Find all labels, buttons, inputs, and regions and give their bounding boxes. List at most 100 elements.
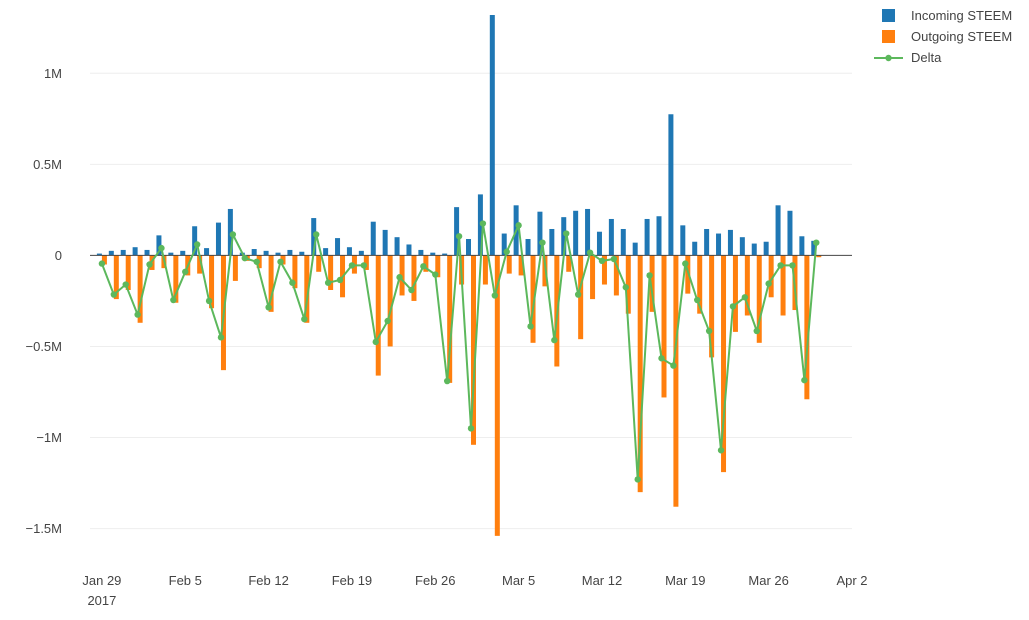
incoming-bar: [656, 216, 662, 256]
delta-point: [98, 260, 106, 267]
outgoing-bar: [732, 255, 738, 332]
legend-item-incoming[interactable]: Incoming STEEM: [882, 8, 1012, 23]
incoming-bar: [596, 231, 602, 256]
delta-point: [146, 261, 153, 268]
legend-swatch-incoming: [882, 9, 895, 22]
legend-swatch-outgoing: [882, 30, 895, 43]
incoming-bar: [525, 239, 531, 256]
delta-point: [479, 220, 487, 227]
delta-point: [110, 291, 118, 298]
x-tick-label: Mar 19: [665, 573, 705, 588]
outgoing-bar: [328, 255, 334, 290]
outgoing-bar: [661, 255, 667, 398]
incoming-bar: [608, 218, 614, 256]
delta-point: [384, 317, 391, 325]
outgoing-bar: [816, 255, 822, 258]
incoming-bar: [489, 15, 495, 256]
delta-point: [360, 262, 368, 269]
outgoing-bar: [101, 255, 107, 265]
incoming-bar: [406, 244, 412, 256]
y-axis: 1M 0.5M 0 −0.5M −1M −1.5M: [26, 66, 63, 536]
legend-label-outgoing: Outgoing STEEM: [911, 29, 1012, 44]
delta-point: [622, 284, 629, 291]
incoming-bar: [323, 248, 329, 256]
incoming-bar: [573, 210, 579, 256]
incoming-bar: [120, 249, 126, 256]
x-tick-label: Apr 2: [836, 573, 867, 588]
legend[interactable]: Incoming STEEM Outgoing STEEM Delta: [874, 8, 1012, 65]
x-tick-label: Mar 26: [748, 573, 788, 588]
delta-point: [217, 334, 225, 341]
incoming-bar: [370, 221, 376, 256]
incoming-bar: [180, 250, 186, 256]
incoming-bar: [275, 252, 281, 256]
delta-line: [98, 220, 820, 483]
incoming-bar: [156, 235, 162, 256]
incoming-bar: [799, 236, 805, 256]
delta-point: [313, 231, 320, 238]
outgoing-bar: [566, 255, 572, 272]
delta-point: [515, 222, 522, 229]
outgoing-bar: [625, 255, 631, 314]
delta-point: [610, 255, 618, 263]
outgoing-bar: [435, 255, 441, 278]
outgoing-steem-bars: [101, 255, 822, 536]
y-tick-label: −0.5M: [26, 339, 63, 354]
incoming-bar: [561, 217, 567, 256]
delta-point: [467, 425, 475, 432]
outgoing-bar: [685, 255, 691, 294]
incoming-bar: [454, 207, 460, 256]
legend-label-incoming: Incoming STEEM: [911, 8, 1012, 23]
outgoing-bar: [673, 255, 679, 507]
incoming-bar: [335, 238, 341, 256]
incoming-bar: [311, 218, 317, 256]
outgoing-bar: [506, 255, 512, 274]
incoming-bar: [382, 229, 388, 256]
incoming-bar: [358, 250, 364, 256]
legend-label-delta: Delta: [911, 50, 942, 65]
delta-point: [563, 230, 570, 237]
delta-point: [170, 296, 177, 304]
outgoing-bar: [613, 255, 619, 296]
outgoing-bar: [709, 255, 715, 358]
x-tick-label: Feb 19: [332, 573, 372, 588]
y-tick-label: 0.5M: [33, 157, 62, 172]
delta-point: [753, 327, 760, 335]
delta-point: [372, 338, 379, 346]
x-tick-label: Feb 5: [169, 573, 202, 588]
incoming-bar: [751, 243, 757, 256]
outgoing-bar: [316, 255, 322, 272]
outgoing-bar: [768, 255, 774, 298]
outgoing-bar: [482, 255, 488, 285]
delta-point: [646, 272, 653, 279]
outgoing-bar: [804, 255, 810, 400]
delta-point: [634, 476, 641, 483]
legend-item-delta[interactable]: Delta: [874, 50, 942, 65]
outgoing-bar: [173, 255, 179, 303]
delta-point: [729, 303, 737, 310]
legend-item-outgoing[interactable]: Outgoing STEEM: [882, 29, 1012, 44]
incoming-bar: [811, 240, 817, 256]
y-tick-label: 0: [55, 248, 62, 263]
delta-point: [551, 336, 558, 344]
delta-point: [503, 248, 510, 255]
outgoing-bar: [268, 255, 274, 312]
outgoing-bar: [637, 255, 643, 493]
incoming-bar: [263, 250, 269, 256]
incoming-bar: [227, 208, 233, 256]
incoming-bar: [704, 228, 710, 256]
delta-point: [265, 304, 272, 311]
delta-point: [253, 258, 260, 265]
incoming-bar: [204, 248, 210, 256]
incoming-bar: [632, 242, 638, 256]
delta-point: [598, 257, 606, 265]
delta-point: [348, 262, 356, 269]
x-tick-year-label: 2017: [87, 593, 116, 608]
outgoing-bar: [232, 255, 238, 281]
incoming-bar: [394, 237, 400, 256]
incoming-bar: [346, 247, 352, 256]
incoming-bar: [430, 252, 436, 256]
incoming-bar: [287, 249, 293, 256]
delta-point: [765, 280, 772, 287]
delta-point: [158, 244, 165, 252]
